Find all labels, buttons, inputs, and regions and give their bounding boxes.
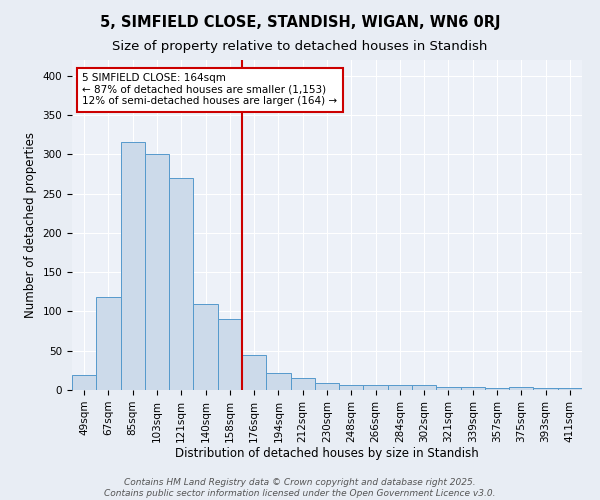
Bar	[266, 372, 290, 390]
X-axis label: Distribution of detached houses by size in Standish: Distribution of detached houses by size …	[175, 448, 479, 460]
Bar	[72, 375, 96, 390]
Text: Size of property relative to detached houses in Standish: Size of property relative to detached ho…	[112, 40, 488, 53]
Bar	[315, 383, 339, 390]
Bar	[485, 388, 509, 390]
Bar	[509, 387, 533, 390]
Bar	[193, 304, 218, 390]
Bar	[96, 296, 121, 390]
Text: 5 SIMFIELD CLOSE: 164sqm
← 87% of detached houses are smaller (1,153)
12% of sem: 5 SIMFIELD CLOSE: 164sqm ← 87% of detach…	[82, 73, 337, 106]
Y-axis label: Number of detached properties: Number of detached properties	[24, 132, 37, 318]
Text: 5, SIMFIELD CLOSE, STANDISH, WIGAN, WN6 0RJ: 5, SIMFIELD CLOSE, STANDISH, WIGAN, WN6 …	[100, 15, 500, 30]
Bar	[533, 388, 558, 390]
Bar	[436, 387, 461, 390]
Bar	[412, 386, 436, 390]
Bar	[388, 386, 412, 390]
Bar	[290, 378, 315, 390]
Bar	[558, 388, 582, 390]
Bar	[218, 320, 242, 390]
Text: Contains HM Land Registry data © Crown copyright and database right 2025.
Contai: Contains HM Land Registry data © Crown c…	[104, 478, 496, 498]
Bar	[242, 354, 266, 390]
Bar	[461, 387, 485, 390]
Bar	[364, 386, 388, 390]
Bar	[169, 178, 193, 390]
Bar	[145, 154, 169, 390]
Bar	[121, 142, 145, 390]
Bar	[339, 384, 364, 390]
